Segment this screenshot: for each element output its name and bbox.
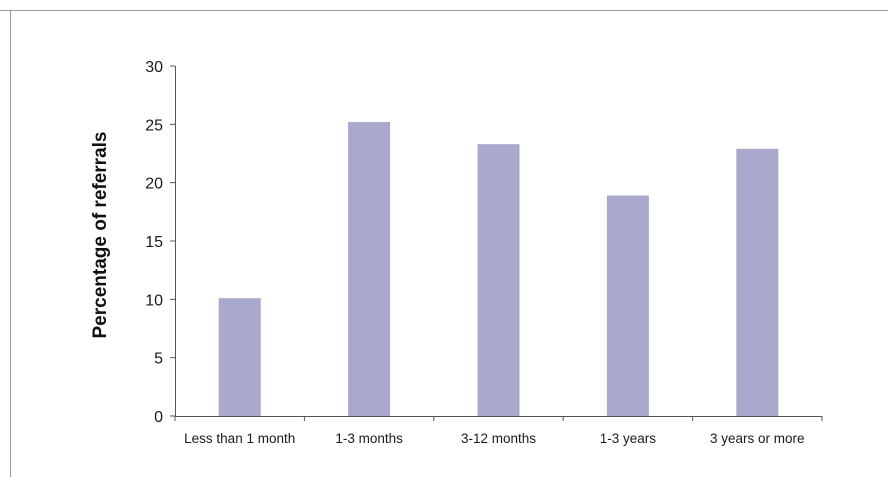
y-axis-label: Percentage of referrals (90, 132, 111, 339)
y-tick-label-0: 0 (154, 409, 163, 426)
bar-3 (606, 195, 649, 416)
x-tick-label-0: Less than 1 month (184, 431, 295, 446)
y-tick-label-6: 30 (145, 59, 163, 76)
x-tick-label-4: 3 years or more (710, 431, 805, 446)
bar-1 (348, 122, 391, 416)
y-axis: 0 5 10 15 20 25 30 (145, 59, 176, 426)
y-tick-label-4: 20 (145, 176, 163, 193)
y-tick-label-3: 15 (145, 234, 163, 251)
bars-group (218, 122, 779, 417)
bar-0 (218, 298, 261, 416)
x-tick-label-2: 3-12 months (461, 431, 536, 446)
y-tick-label-1: 5 (154, 351, 163, 368)
y-tick-label-5: 25 (145, 117, 163, 134)
x-tick-label-1: 1-3 months (335, 431, 403, 446)
bar-4 (736, 148, 779, 417)
y-tick-label-2: 10 (145, 292, 163, 309)
x-axis: Less than 1 month 1-3 months 3-12 months 1-… (174, 416, 823, 446)
bar-2 (477, 144, 520, 416)
x-tick-label-3: 1-3 years (600, 431, 657, 446)
